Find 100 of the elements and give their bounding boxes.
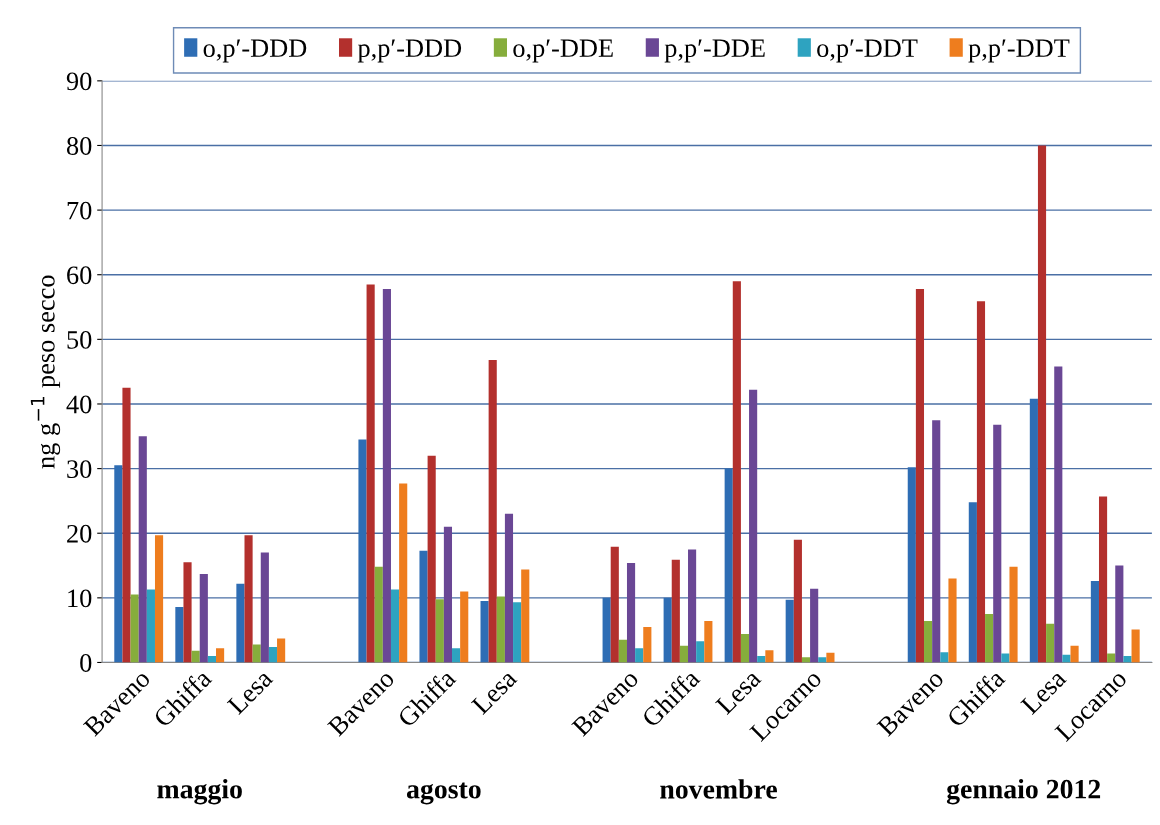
text: maggio xyxy=(157,778,242,805)
bar xyxy=(610,546,619,663)
x-tick-label: Lesa xyxy=(470,668,518,716)
bar xyxy=(236,583,245,663)
bar xyxy=(993,424,1002,663)
bar xyxy=(521,569,530,663)
bar xyxy=(765,650,774,663)
bar xyxy=(175,606,184,663)
bar xyxy=(130,594,139,663)
bar xyxy=(1046,623,1055,663)
y-axis-title: ng g$^{−1}$ peso secco xyxy=(30,275,61,469)
bar xyxy=(679,645,689,663)
bar xyxy=(1062,654,1071,663)
bar xyxy=(793,539,802,663)
legend-label: p,p′-DDD xyxy=(357,39,462,63)
bar xyxy=(199,573,208,663)
bar xyxy=(480,601,489,663)
y-tick-label: 10 xyxy=(68,589,92,608)
y-tick-label: 90 xyxy=(66,72,92,91)
y-tick-label: 70 xyxy=(67,201,92,220)
text: novembre xyxy=(660,779,777,799)
bar xyxy=(1123,656,1132,663)
legend-label: p,p′-DDT xyxy=(968,39,1070,63)
bar xyxy=(390,589,400,663)
bar xyxy=(358,439,367,663)
bar xyxy=(268,646,278,663)
bar xyxy=(138,436,147,663)
bar xyxy=(663,597,672,663)
bar xyxy=(618,639,627,663)
bar xyxy=(976,301,986,663)
bar xyxy=(114,465,123,663)
bar xyxy=(460,591,469,663)
bar xyxy=(626,562,636,663)
bar xyxy=(985,614,994,663)
bar xyxy=(183,562,192,663)
bar xyxy=(427,455,436,663)
bar xyxy=(207,656,217,663)
bar xyxy=(252,644,261,663)
y-tick-label: 50 xyxy=(67,330,92,349)
bar xyxy=(924,621,933,663)
legend-label: p,p′-DDE xyxy=(664,39,765,63)
bar xyxy=(704,621,713,663)
y-tick-label: 30 xyxy=(67,460,92,479)
bar xyxy=(216,648,225,663)
bar xyxy=(1001,653,1010,663)
x-tick-label: Lesa xyxy=(226,668,274,716)
bar xyxy=(915,288,925,663)
bar xyxy=(146,589,155,663)
bar xyxy=(907,467,916,663)
bar xyxy=(1070,645,1079,663)
y-tick-label: 40 xyxy=(66,395,92,414)
bar xyxy=(940,652,949,663)
bar xyxy=(818,657,827,663)
bar xyxy=(244,535,253,663)
bar xyxy=(1098,496,1108,663)
bar xyxy=(443,526,453,663)
bar xyxy=(1107,653,1116,663)
legend-label: o,p′-DDD xyxy=(203,39,307,63)
bar xyxy=(504,513,514,663)
bar xyxy=(932,420,941,663)
bar xyxy=(513,602,522,663)
y-tick-label: 20 xyxy=(67,524,92,543)
bar xyxy=(154,535,164,663)
bar xyxy=(1115,565,1124,663)
bar xyxy=(366,284,375,663)
bar xyxy=(826,652,835,663)
bar xyxy=(1131,629,1140,663)
bar xyxy=(757,656,766,663)
bar xyxy=(435,599,444,663)
y-tick-label: 80 xyxy=(66,137,92,155)
bar xyxy=(399,483,408,663)
bar xyxy=(810,588,819,663)
bar xyxy=(496,596,505,663)
bar xyxy=(419,550,428,663)
bar xyxy=(696,641,705,663)
bar xyxy=(740,634,750,663)
bar xyxy=(1029,398,1038,663)
text: agosto xyxy=(406,782,481,805)
bar xyxy=(749,389,758,663)
bar xyxy=(732,281,741,663)
bar xyxy=(1037,145,1047,663)
bar xyxy=(374,566,383,663)
text: gennaio 2012 xyxy=(946,778,1101,805)
bar xyxy=(452,648,461,663)
bar xyxy=(948,578,957,663)
bar xyxy=(635,648,644,663)
bar xyxy=(1009,566,1018,663)
bar xyxy=(122,387,131,663)
bar xyxy=(602,597,611,663)
bar xyxy=(785,599,794,663)
bar xyxy=(968,502,977,663)
legend-label: o,p′-DDE xyxy=(513,39,613,63)
bar xyxy=(488,360,497,663)
bar xyxy=(191,650,200,663)
bar xyxy=(724,468,733,663)
bar xyxy=(260,552,269,663)
bar xyxy=(643,626,652,663)
bar xyxy=(688,549,697,663)
bar xyxy=(1054,366,1063,663)
bar xyxy=(801,657,811,663)
